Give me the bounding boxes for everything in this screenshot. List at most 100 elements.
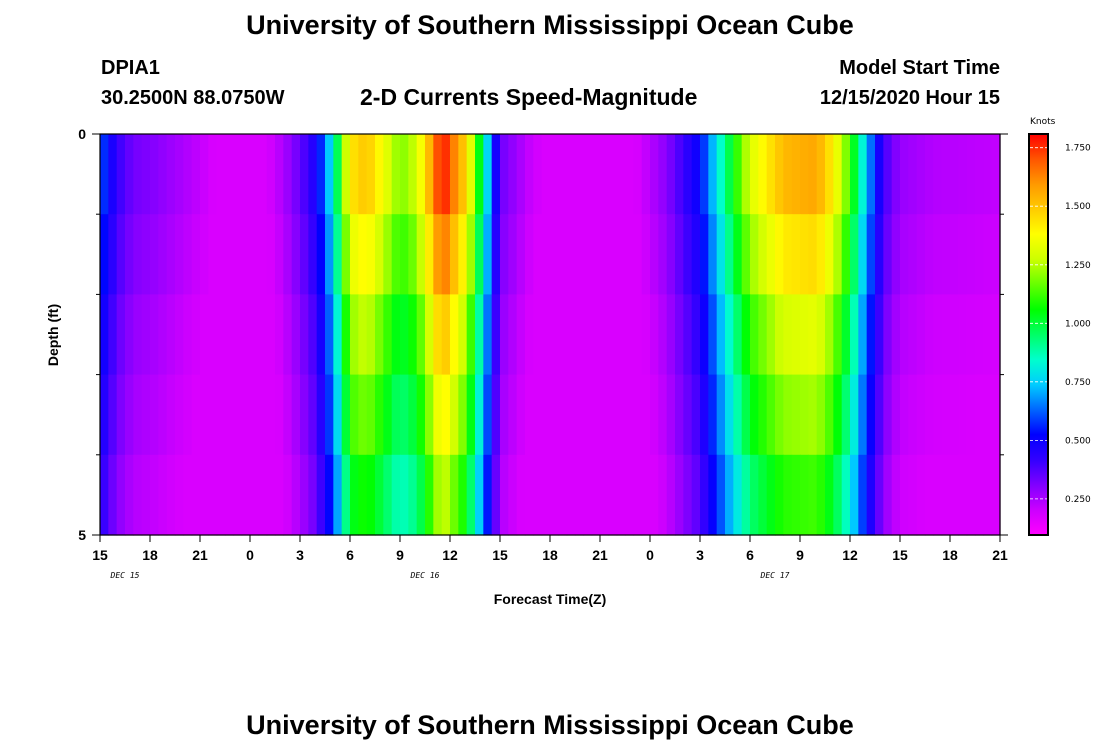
heatmap-cell (466, 134, 476, 215)
heatmap-cell (908, 214, 918, 295)
heatmap-cell (766, 134, 776, 215)
heatmap-cell (175, 454, 184, 536)
heatmap-cell (675, 454, 684, 536)
station-id: DPIA1 (101, 57, 160, 79)
heatmap-cell (708, 214, 718, 295)
heatmap-cell (750, 454, 759, 536)
heatmap-cell (566, 294, 576, 376)
heatmap-cell (650, 454, 659, 536)
heatmap-cell (225, 454, 234, 536)
heatmap-cell (825, 214, 834, 295)
heatmap-cell (741, 214, 751, 295)
heatmap-cell (825, 374, 834, 456)
heatmap-cell (283, 294, 293, 376)
heatmap-cell (166, 374, 176, 456)
heatmap-cell (750, 214, 759, 295)
heatmap-cell (516, 214, 526, 295)
heatmap-cell (958, 374, 968, 456)
heatmap-cell (275, 454, 284, 536)
heatmap-cell (375, 374, 384, 456)
heatmap-cell (791, 374, 801, 456)
date-label: DEC 16 (410, 571, 440, 580)
heatmap-cell (816, 454, 826, 536)
heatmap-cell (766, 214, 776, 295)
heatmap-cell (141, 214, 151, 295)
heatmap-cell (500, 374, 509, 456)
heatmap-cell (741, 134, 751, 215)
heatmap-cell (750, 294, 759, 376)
heatmap-cell (566, 214, 576, 295)
heatmap-cell (625, 454, 634, 536)
x-axis-label: Forecast Time(Z) (494, 591, 607, 607)
heatmap-cell (725, 374, 734, 456)
date-label: DEC 17 (760, 571, 790, 580)
heatmap-cell (775, 294, 784, 376)
heatmap-cell (908, 374, 918, 456)
heatmap-cell (750, 374, 759, 456)
heatmap-cell (900, 134, 909, 215)
heatmap-cell (633, 134, 643, 215)
heatmap-cell (683, 454, 693, 536)
heatmap-cell (941, 214, 951, 295)
heatmap-cell (483, 134, 493, 215)
heatmap-cell (225, 374, 234, 456)
heatmap-cell (950, 134, 959, 215)
heatmap-cell (966, 134, 976, 215)
heatmap-cell (791, 294, 801, 376)
heatmap-cell (666, 214, 676, 295)
heatmap-cell (425, 374, 434, 456)
heatmap-cell (458, 214, 468, 295)
heatmap-cell (125, 214, 134, 295)
heatmap-cell (925, 134, 934, 215)
heatmap-cell (308, 294, 318, 376)
heatmap-cell (775, 214, 784, 295)
heatmap-cell (658, 294, 668, 376)
heatmap-cell (908, 454, 918, 536)
heatmap-cell (433, 454, 443, 536)
heatmap-cell (650, 294, 659, 376)
heatmap-cell (108, 374, 118, 456)
heatmap-cell (675, 214, 684, 295)
heatmap-cell (850, 214, 859, 295)
heatmap-cell (175, 374, 184, 456)
heatmap-cell (900, 294, 909, 376)
heatmap-cell (250, 294, 259, 376)
heatmap-cell (391, 294, 401, 376)
heatmap-cell (350, 294, 359, 376)
heatmap-cell (383, 454, 393, 536)
heatmap-cell (991, 134, 1001, 215)
heatmap-cell (516, 134, 526, 215)
heatmap-cell (966, 294, 976, 376)
heatmap-cell (916, 134, 926, 215)
heatmap-cell (783, 214, 793, 295)
heatmap-cell (925, 454, 934, 536)
heatmap-cell (725, 134, 734, 215)
heatmap-cell (783, 294, 793, 376)
heatmap-cell (291, 374, 301, 456)
heatmap-cell (833, 294, 843, 376)
heatmap-cell (591, 294, 601, 376)
heatmap-cell (533, 294, 543, 376)
heatmap-cell (800, 454, 809, 536)
heatmap-cell (408, 374, 418, 456)
x-tick-label: 6 (746, 547, 754, 563)
heatmap-cell (716, 134, 726, 215)
heatmap-cell (316, 374, 326, 456)
heatmap-cell (283, 134, 293, 215)
colorbar-tick-label: 0.250 (1065, 495, 1091, 505)
heatmap-cell (866, 454, 876, 536)
heatmap-cell (183, 374, 193, 456)
heatmap-cell (875, 374, 884, 456)
heatmap-cell (475, 134, 484, 215)
colorbar-tick-label: 1.000 (1065, 319, 1091, 329)
heatmap-cell (916, 374, 926, 456)
heatmap-cell (291, 294, 301, 376)
x-tick-label: 15 (92, 547, 108, 563)
heatmap-cell (933, 134, 943, 215)
heatmap-cell (525, 294, 534, 376)
heatmap-cell (341, 134, 351, 215)
heatmap-cell (916, 214, 926, 295)
heatmap-cell (366, 294, 376, 376)
colorbar-title: Knots (1030, 117, 1056, 127)
heatmap-cell (583, 294, 593, 376)
